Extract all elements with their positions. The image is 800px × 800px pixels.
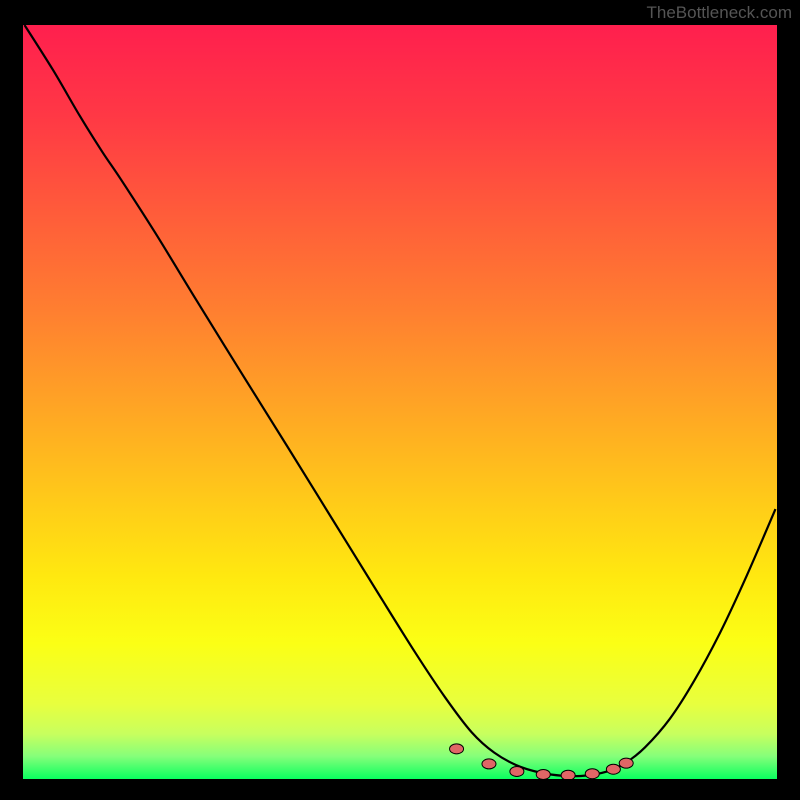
marker-dot: [510, 766, 524, 776]
curve-markers: [450, 744, 634, 779]
marker-dot: [619, 758, 633, 768]
marker-dot: [606, 764, 620, 774]
plot-area: [23, 25, 777, 779]
bottleneck-curve: [25, 25, 776, 776]
marker-dot: [585, 769, 599, 779]
marker-dot: [450, 744, 464, 754]
attribution-text: TheBottleneck.com: [646, 3, 792, 23]
marker-dot: [536, 769, 550, 779]
marker-dot: [561, 770, 575, 779]
marker-dot: [482, 759, 496, 769]
curve-layer: [23, 25, 777, 779]
